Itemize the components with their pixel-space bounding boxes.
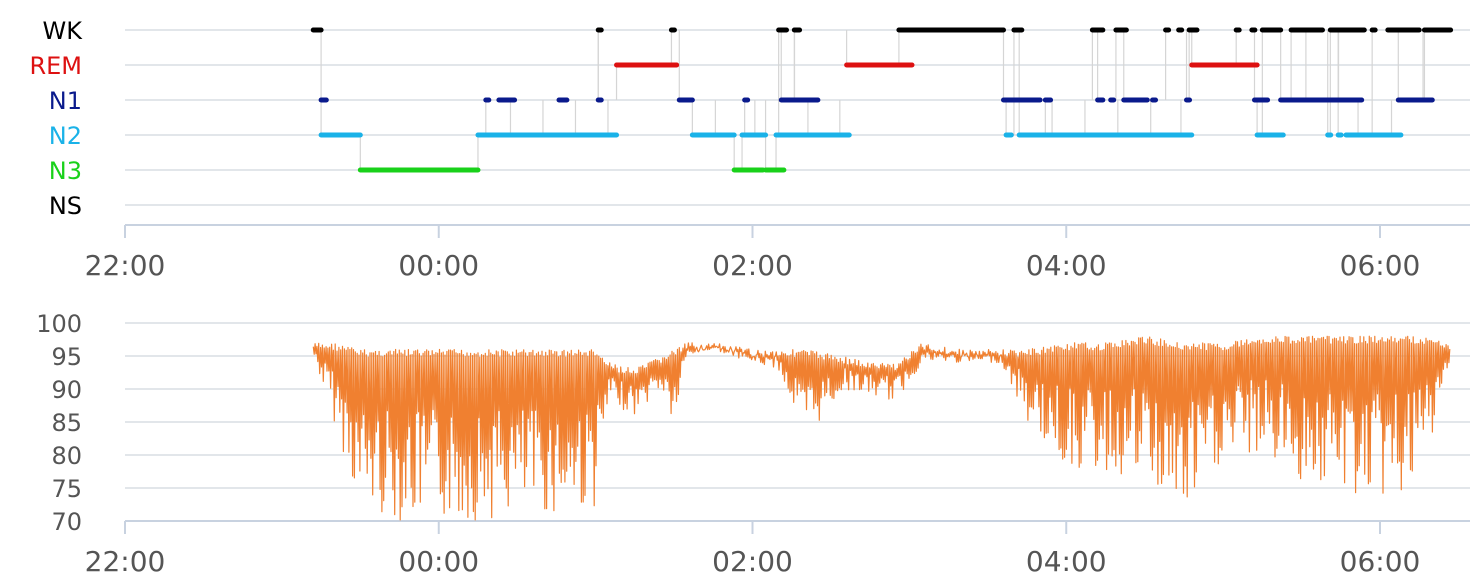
- stage-label-wk: WK: [43, 17, 84, 45]
- spo2-y-tick-label: 90: [51, 376, 82, 404]
- stage-label-n3: N3: [49, 157, 82, 185]
- spo2-gridlines: [125, 322, 1470, 489]
- hypnogram-transitions: [320, 30, 1426, 170]
- spo2-x-tick-label: 06:00: [1340, 545, 1421, 578]
- hypnogram-x-tick-label: 22:00: [85, 249, 166, 282]
- stage-label-rem: REM: [29, 52, 82, 80]
- spo2-x-tick-label: 00:00: [398, 545, 479, 578]
- spo2-y-tick-label: 100: [36, 310, 82, 338]
- spo2-x-tick-label: 02:00: [712, 545, 793, 578]
- hypnogram-x-tick-label: 00:00: [398, 249, 479, 282]
- hypnogram-x-tick-label: 06:00: [1340, 249, 1421, 282]
- spo2-line: [312, 335, 1451, 521]
- spo2-x-axis: 22:00 00:00 02:00 04:00 06:00: [85, 520, 1470, 578]
- hypnogram-x-tick-label: 04:00: [1026, 249, 1107, 282]
- hypnogram-gridlines: [125, 29, 1470, 206]
- stage-label-ns: NS: [49, 192, 82, 220]
- spo2-x-tick-label: 04:00: [1026, 545, 1107, 578]
- spo2-series: [312, 335, 1451, 521]
- spo2-y-tick-label: 75: [51, 475, 82, 503]
- hypnogram-stage-labels: WK REM N1 N2 N3 NS: [29, 17, 83, 220]
- spo2-y-tick-label: 95: [51, 343, 82, 371]
- hypnogram-x-axis: 22:00 00:00 02:00 04:00 06:00: [85, 224, 1470, 282]
- spo2-x-tick-label: 22:00: [85, 545, 166, 578]
- stage-label-n2: N2: [49, 122, 82, 150]
- stage-label-n1: N1: [49, 87, 82, 115]
- spo2-y-tick-label: 80: [51, 442, 82, 470]
- spo2-y-tick-label: 85: [51, 409, 82, 437]
- spo2-y-axis: 70 75 80 85 90 95 100: [36, 310, 82, 536]
- hypnogram-segments: [310, 27, 1454, 173]
- hypnogram-x-tick-label: 02:00: [712, 249, 793, 282]
- spo2-y-tick-label: 70: [51, 508, 82, 536]
